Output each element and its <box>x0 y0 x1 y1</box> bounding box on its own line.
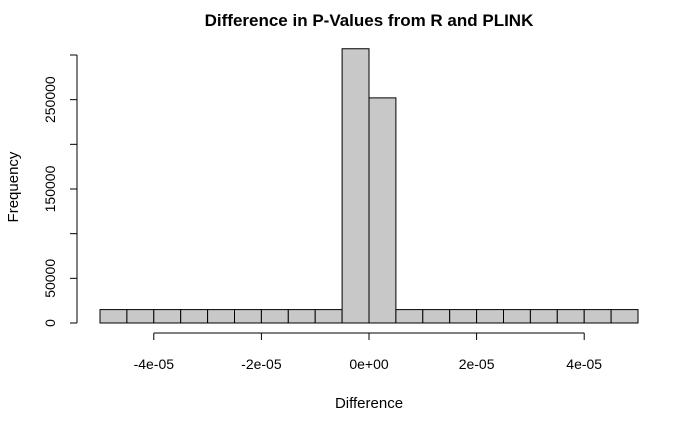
x-tick-label: -2e-05 <box>241 356 282 372</box>
chart-title: Difference in P-Values from R and PLINK <box>205 11 534 30</box>
histogram-bar <box>583 309 612 324</box>
histogram-bar <box>422 309 451 324</box>
histogram-bar <box>368 97 397 324</box>
y-tick-label: 50000 <box>42 259 58 298</box>
x-tick-label: 0e+00 <box>349 356 389 372</box>
histogram-bar <box>503 309 531 324</box>
x-tick-label: 2e-05 <box>459 356 495 372</box>
histogram-bar <box>476 309 505 324</box>
y-axis: 0 50000 150000 250000 <box>42 54 78 327</box>
histogram-bar <box>341 48 370 324</box>
x-tick-label: -4e-05 <box>134 356 175 372</box>
histogram-bar <box>395 309 424 324</box>
histogram-bar <box>556 309 585 324</box>
histogram-bar <box>260 309 289 324</box>
histogram-bar <box>287 309 316 324</box>
x-tick-label: 4e-05 <box>566 356 602 372</box>
histogram-bar <box>610 309 639 324</box>
histogram-bar <box>207 309 236 324</box>
histogram-bar <box>126 309 155 324</box>
histogram-bar <box>234 309 262 324</box>
histogram-bar <box>99 309 128 324</box>
y-tick-label: 150000 <box>42 165 58 212</box>
bars-group <box>99 48 639 324</box>
histogram-bar <box>449 309 478 324</box>
y-axis-label: Frequency <box>5 151 22 222</box>
y-tick-label: 0 <box>42 319 58 327</box>
histogram-bar <box>529 309 558 324</box>
x-axis-label: Difference <box>335 395 403 412</box>
histogram-bar <box>153 309 182 324</box>
y-tick-label: 250000 <box>42 76 58 123</box>
histogram-bar <box>314 309 343 324</box>
x-axis: -4e-05 -2e-05 0e+00 2e-05 4e-05 <box>134 332 602 372</box>
histogram-bar <box>180 309 209 324</box>
